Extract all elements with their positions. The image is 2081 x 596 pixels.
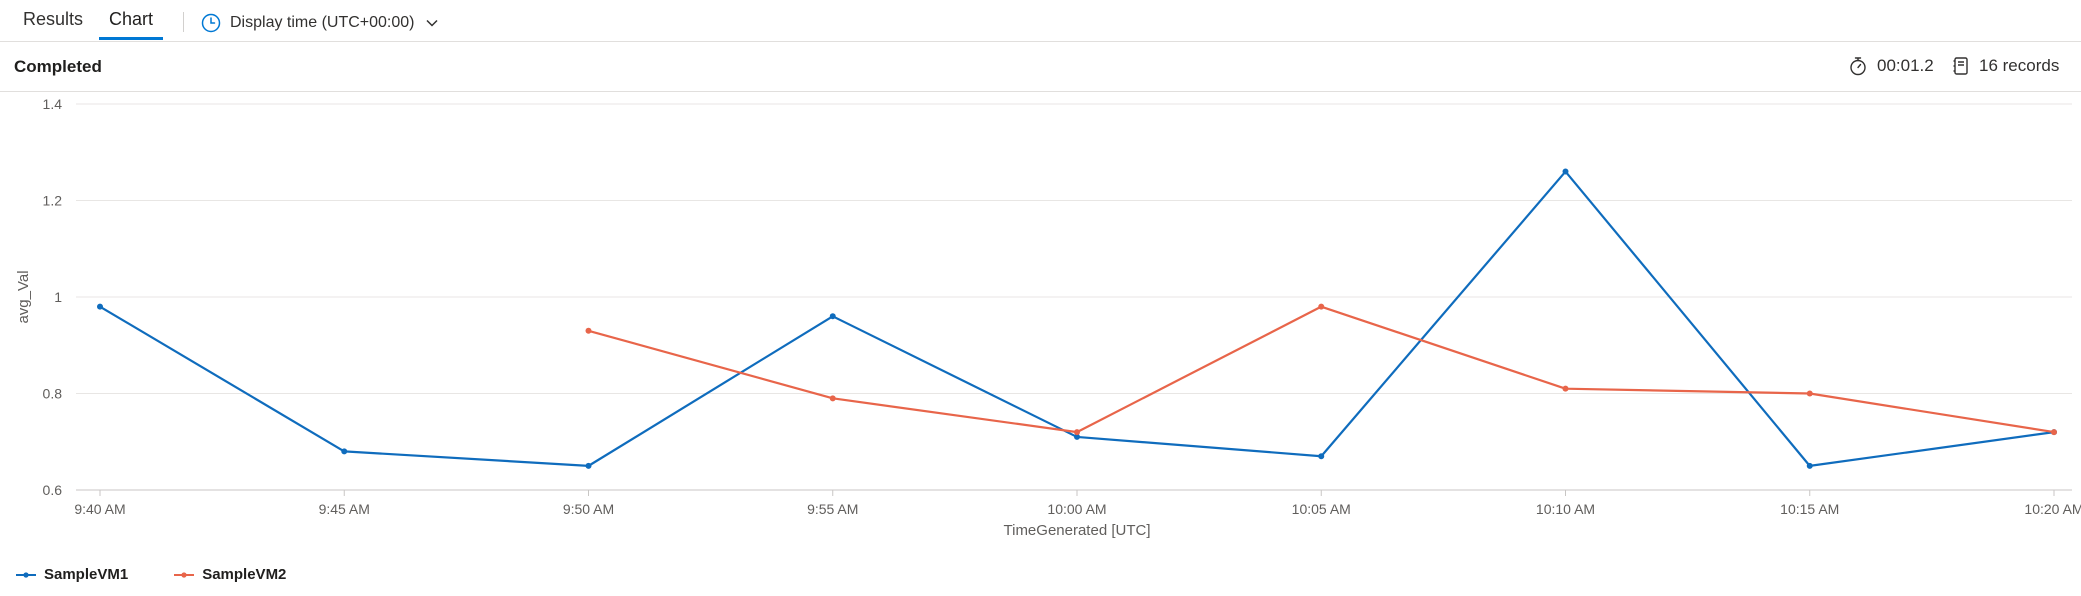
records-count: 16 records [1953,56,2059,76]
y-tick-label: 0.6 [43,482,63,498]
data-point-samplevm2[interactable] [2051,429,2057,436]
legend-label: SampleVM1 [44,566,129,583]
x-tick-label: 10:20 AM [2024,501,2081,517]
clock-icon [201,13,221,33]
display-time-dropdown[interactable]: Display time (UTC+00:00) [201,11,439,35]
x-tick-label: 10:05 AM [1292,501,1351,517]
y-tick-label: 1 [54,289,62,305]
query-status: Completed [14,57,102,76]
tab-results[interactable]: Results [23,9,84,29]
chart-series [97,168,2057,469]
data-point-samplevm1[interactable] [341,448,348,455]
tab-chart[interactable]: Chart [109,9,154,29]
y-tick-label: 0.8 [43,386,63,402]
data-point-samplevm2[interactable] [1318,303,1325,310]
divider [183,12,184,32]
y-axis-label: avg_Val [15,270,32,323]
data-point-samplevm1[interactable] [97,303,103,310]
stopwatch-icon [1850,57,1866,76]
legend-swatch-icon [16,571,36,578]
chevron-down-icon [425,19,438,27]
x-axis-ticks: 9:40 AM 9:45 AM 9:50 AM 9:55 AM 10:00 AM 10:0… [74,490,2081,517]
x-tick-label: 10:00 AM [1047,501,1106,517]
chart-grid [76,103,2072,491]
legend-item-samplevm1[interactable]: SampleVM1 [16,566,128,583]
data-point-samplevm2[interactable] [829,395,836,402]
x-axis-label: TimeGenerated [UTC] [1004,522,1151,539]
data-point-samplevm2[interactable] [585,327,592,334]
data-point-samplevm1[interactable] [1074,433,1080,440]
y-tick-label: 1.4 [43,96,63,112]
records-icon [1953,57,1968,75]
legend-item-samplevm2[interactable]: SampleVM2 [174,566,286,583]
series-line-samplevm2[interactable] [588,305,2055,434]
x-tick-label: 9:40 AM [74,501,125,517]
top-bar: Results Chart Display time (UTC+00:00) [0,0,2081,42]
x-tick-label: 9:55 AM [807,501,858,517]
chart-legend: SampleVM1 SampleVM2 [16,566,332,583]
duration-value: 00:01.2 [1877,56,1934,75]
x-tick-label: 10:15 AM [1780,501,1839,517]
data-point-samplevm2[interactable] [1806,390,1813,397]
status-bar: Completed 00:01.2 16 records [0,42,2081,92]
data-point-samplevm1[interactable] [829,313,836,320]
x-tick-label: 10:10 AM [1536,501,1595,517]
data-point-samplevm2[interactable] [1562,385,1569,392]
series-line-samplevm1[interactable] [99,170,2055,467]
x-tick-label: 9:50 AM [563,501,614,517]
data-point-samplevm2[interactable] [1074,429,1080,436]
y-axis-ticks: 0.6 0.8 1 1.2 1.4 [43,96,63,498]
x-tick-label: 9:45 AM [319,501,370,517]
legend-label: SampleVM2 [202,566,287,583]
y-tick-label: 1.2 [43,193,63,209]
duration: 00:01.2 [1849,56,1934,76]
data-point-samplevm1[interactable] [1318,453,1325,460]
records-value: 16 records [1979,56,2060,75]
line-chart: 0.6 0.8 1 1.2 1.4 9:40 AM 9:45 AM 9:50 AM 9:55 … [15,96,2081,539]
active-tab-indicator [99,37,163,40]
display-time-label: Display time (UTC+00:00) [230,14,415,31]
data-point-samplevm1[interactable] [1806,462,1813,469]
legend-swatch-icon [174,571,195,578]
data-point-samplevm1[interactable] [1562,168,1569,175]
data-point-samplevm1[interactable] [585,462,592,469]
